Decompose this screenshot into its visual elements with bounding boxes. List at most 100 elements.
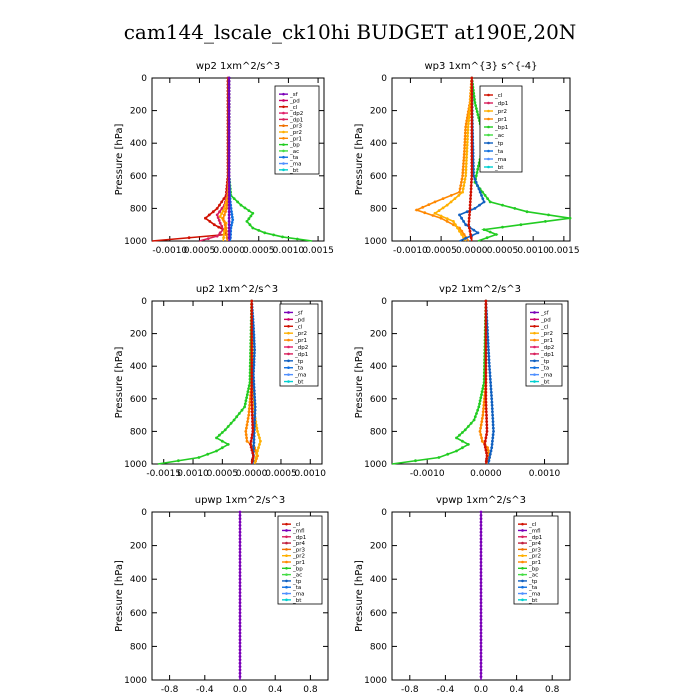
data-point [250, 436, 254, 440]
data-point [238, 631, 242, 635]
data-point [479, 658, 483, 662]
data-point [479, 634, 483, 638]
data-point [479, 671, 483, 675]
legend-marker [282, 130, 285, 134]
x-tick-label: -0.4 [437, 685, 455, 695]
data-point [469, 184, 473, 188]
data-point [225, 233, 229, 236]
data-point [487, 351, 491, 355]
legend: _sf_pd_cl_pr2_pr1_dp2_dp1_tp_ta_ma_bt [279, 303, 319, 387]
y-tick-label: 0 [381, 74, 387, 84]
data-point [465, 159, 468, 162]
data-point [469, 236, 473, 240]
y-axis-label: Pressure [hPa] [354, 347, 365, 419]
legend-label: _bt [528, 598, 538, 604]
legend-marker [285, 579, 288, 583]
data-point [218, 203, 221, 207]
legend-label: _pr3 [289, 124, 303, 130]
data-point [461, 431, 464, 434]
data-point [253, 408, 257, 412]
legend-label: _ma [289, 162, 301, 168]
data-point [218, 210, 222, 214]
data-point [449, 200, 453, 204]
data-point [490, 394, 493, 397]
data-point [466, 134, 469, 138]
data-point [470, 158, 474, 161]
data-point [485, 236, 489, 240]
data-point [461, 439, 464, 443]
data-point [238, 530, 242, 534]
legend-marker [521, 573, 524, 576]
y-axis-label: Pressure [hPa] [114, 124, 125, 196]
data-point [247, 217, 251, 221]
legend-label: _pr3 [528, 547, 542, 553]
data-point [462, 153, 466, 156]
legend-marker [282, 92, 285, 96]
data-point [235, 415, 239, 419]
data-point [486, 446, 489, 450]
data-point [206, 452, 210, 456]
data-point [253, 399, 257, 402]
data-point [485, 430, 489, 433]
data-point [223, 428, 227, 432]
data-point [227, 83, 231, 86]
data-point [479, 651, 483, 655]
data-point [480, 439, 484, 443]
legend-label: _pr2 [289, 130, 302, 136]
data-point [250, 335, 254, 339]
data-point [217, 225, 221, 229]
legend-label: _dp1 [289, 117, 303, 123]
data-point [482, 228, 486, 232]
legend-marker [533, 352, 536, 356]
data-point [482, 407, 485, 410]
data-point [227, 171, 231, 174]
data-point [250, 299, 254, 303]
data-point [473, 207, 477, 210]
x-tick-label: -0.0010 [152, 246, 187, 256]
panel-3: up2 1xm^2/s^302004006008001000-0.00150.0… [114, 284, 326, 479]
data-point [458, 187, 462, 191]
data-point [470, 151, 474, 155]
data-point [470, 119, 474, 122]
legend-marker [282, 155, 285, 159]
data-point [238, 550, 242, 554]
data-point [463, 131, 467, 135]
data-point [467, 220, 471, 223]
data-point [484, 371, 488, 375]
data-point [478, 399, 482, 403]
data-point [253, 418, 257, 422]
data-point [462, 159, 466, 162]
legend-label: _pr1 [289, 136, 302, 142]
data-point [485, 451, 488, 455]
data-point [468, 213, 471, 217]
data-point [252, 330, 256, 333]
y-axis-label: Pressure [hPa] [114, 560, 125, 632]
data-point [481, 197, 485, 201]
data-point [461, 165, 465, 169]
data-point [225, 203, 229, 207]
data-point [238, 567, 242, 571]
data-point [243, 206, 247, 210]
legend-label: _dp2 [540, 345, 554, 351]
data-point [251, 211, 255, 215]
data-point [468, 207, 472, 210]
legend-label: _ma [528, 592, 540, 598]
x-tick-label: 0.0000 [236, 469, 268, 479]
data-point [455, 436, 458, 440]
data-point [466, 137, 469, 141]
data-point [475, 412, 478, 415]
data-point [247, 384, 251, 387]
data-point [238, 514, 242, 517]
data-point [250, 381, 254, 384]
data-point [491, 410, 494, 414]
data-point [237, 412, 241, 415]
data-point [254, 456, 258, 459]
data-point [484, 322, 488, 326]
data-point [245, 220, 249, 223]
data-point [250, 302, 254, 306]
data-point [501, 225, 504, 229]
data-point [460, 180, 463, 184]
data-point [488, 368, 491, 371]
data-point [547, 213, 550, 217]
legend-label: _pd [540, 317, 551, 323]
